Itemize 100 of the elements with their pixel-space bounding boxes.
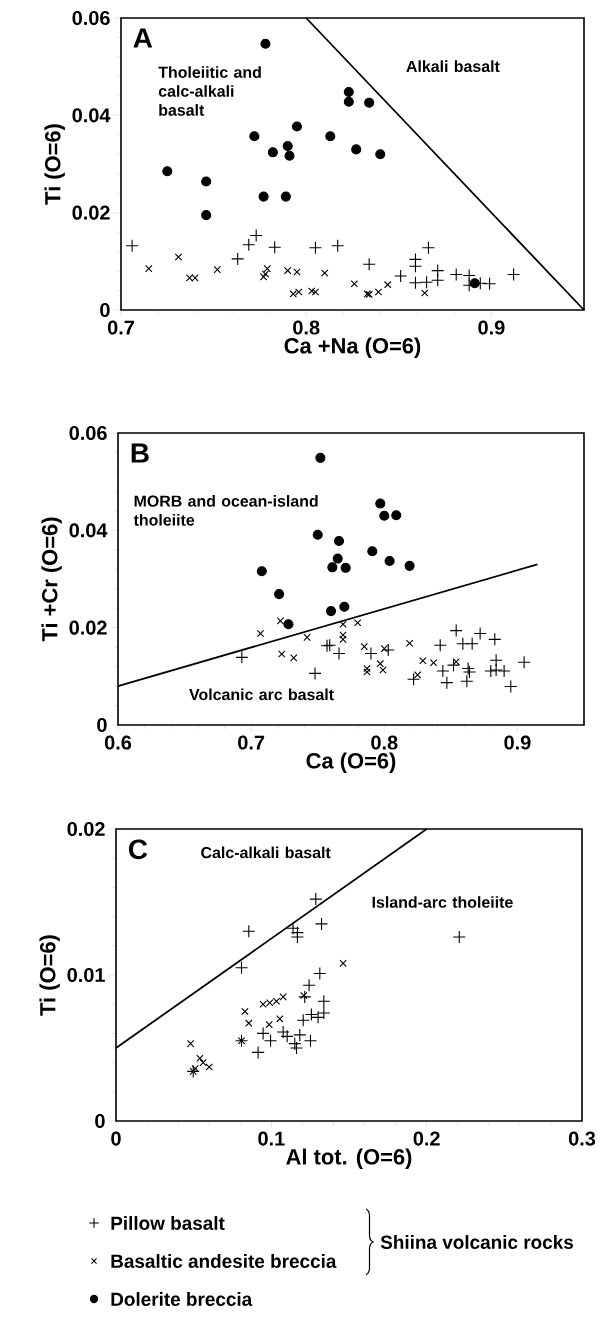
point <box>293 1028 307 1042</box>
point <box>242 924 256 938</box>
point <box>289 1041 304 1055</box>
point <box>260 38 271 49</box>
point <box>460 674 474 688</box>
point <box>145 264 153 273</box>
point <box>343 96 354 107</box>
point <box>339 601 350 612</box>
point <box>421 241 435 255</box>
point <box>405 639 414 647</box>
point <box>308 666 322 680</box>
point <box>364 97 375 108</box>
y-tick-label: 0 <box>100 302 110 318</box>
point <box>317 1006 331 1020</box>
point <box>242 238 256 252</box>
point <box>293 268 301 276</box>
point <box>469 278 480 289</box>
point <box>283 266 292 275</box>
chart-title: C <box>128 839 148 860</box>
point <box>407 672 421 686</box>
point <box>279 993 287 1001</box>
point <box>308 241 323 255</box>
point <box>339 635 347 644</box>
point <box>394 269 408 283</box>
point <box>290 654 298 662</box>
point <box>333 536 345 547</box>
y-tick-label: 0 <box>95 1113 105 1129</box>
x-tick-label: 0.7 <box>107 320 134 335</box>
point <box>174 253 183 261</box>
point <box>311 288 320 296</box>
point <box>276 1015 284 1023</box>
point <box>332 553 343 564</box>
point <box>201 176 212 187</box>
chart-title: B <box>131 443 149 463</box>
point <box>274 589 285 600</box>
point <box>201 210 212 221</box>
point <box>241 1007 249 1016</box>
point <box>265 1020 273 1029</box>
point <box>473 626 487 641</box>
legend-label: Basaltic andesite breccia <box>111 1254 337 1268</box>
point <box>433 638 447 652</box>
x-tick-label: 0.7 <box>238 735 265 750</box>
point <box>315 452 326 463</box>
point <box>320 269 329 277</box>
x-tick-label: 0.3 <box>568 1131 596 1146</box>
point <box>162 166 173 177</box>
point <box>311 1010 325 1024</box>
point <box>413 671 422 679</box>
point <box>327 562 338 573</box>
point <box>298 990 312 1004</box>
point <box>436 664 450 678</box>
point <box>375 149 386 160</box>
point <box>302 978 316 992</box>
point <box>125 239 139 253</box>
point <box>278 650 286 658</box>
point <box>449 624 463 638</box>
point <box>280 191 291 202</box>
point <box>339 620 347 628</box>
point <box>263 264 272 273</box>
legend-title: Shiina volcanic rocks <box>380 1235 573 1249</box>
point <box>258 191 269 202</box>
point <box>234 961 249 975</box>
x-tick-label: 0.8 <box>293 320 320 335</box>
x-tick-label: 0.6 <box>104 735 132 750</box>
y-axis-title: Ti (O=6) <box>39 935 60 1016</box>
annotation: Island-arc tholeiite <box>372 896 513 908</box>
point <box>276 617 285 625</box>
point <box>283 619 294 630</box>
y-tick-label: 0.06 <box>69 425 107 441</box>
x-tick-label: 0.9 <box>504 735 531 750</box>
y-tick-label: 0.01 <box>67 967 105 983</box>
point <box>517 655 531 669</box>
point <box>364 646 378 661</box>
x-tick-label: 0.2 <box>413 1131 440 1146</box>
point <box>404 560 415 571</box>
x-axis-title: Al tot. (O=6) <box>286 1148 412 1169</box>
point <box>196 1054 204 1062</box>
point <box>489 663 503 677</box>
y-tick-label: 0.02 <box>67 821 105 837</box>
point <box>332 646 346 661</box>
annotation: Volcanic arc basalt <box>189 688 334 701</box>
point <box>314 917 329 931</box>
point <box>381 643 395 657</box>
point <box>205 1063 213 1071</box>
point <box>353 619 362 627</box>
point <box>452 658 460 666</box>
point <box>249 228 263 243</box>
point <box>300 991 308 1000</box>
point <box>267 147 278 158</box>
point <box>249 131 260 142</box>
point <box>256 566 267 577</box>
x-axis-title: Ca (O=6) <box>306 752 396 773</box>
point <box>462 268 476 282</box>
point <box>317 994 331 1008</box>
point <box>343 86 354 98</box>
point <box>325 131 336 142</box>
point <box>290 930 304 944</box>
point <box>421 289 429 297</box>
point <box>367 546 378 557</box>
point <box>282 140 293 152</box>
